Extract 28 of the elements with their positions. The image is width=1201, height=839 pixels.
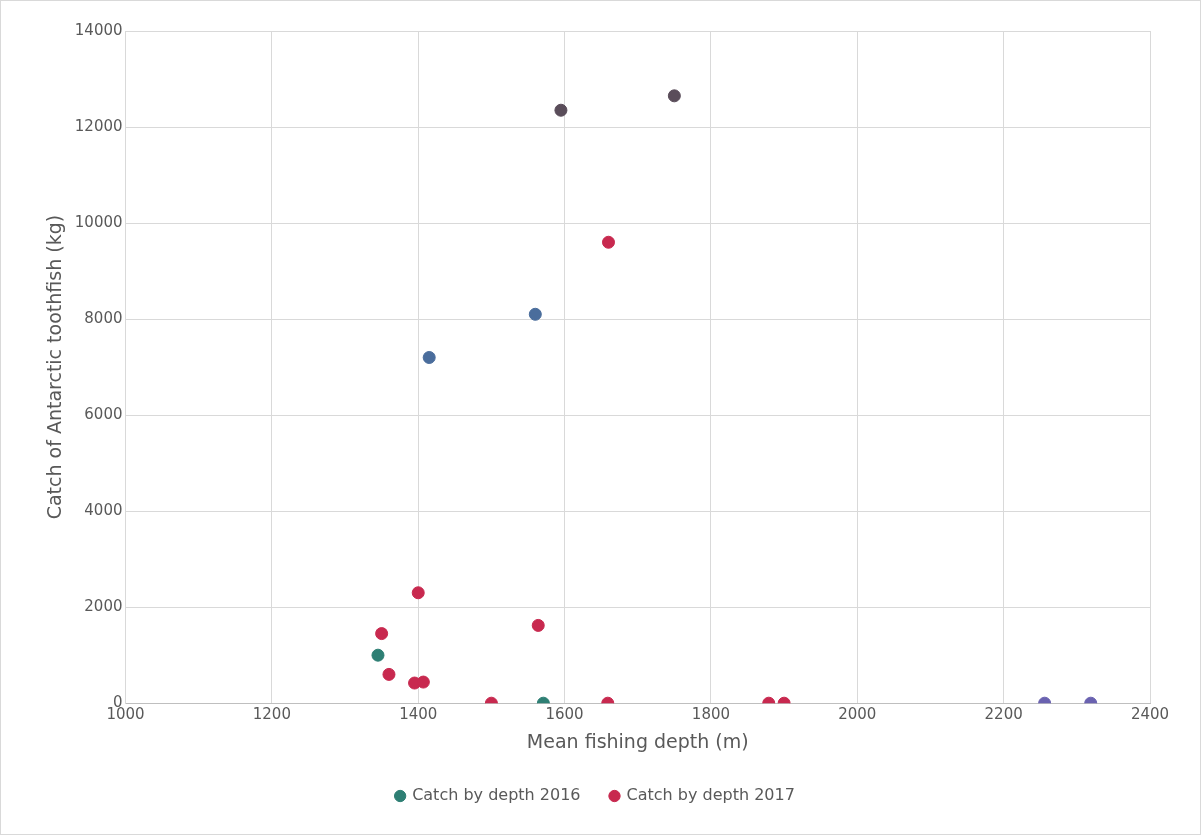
x-tick-label: 1400 (399, 705, 438, 724)
x-tick-label: 2000 (838, 705, 877, 724)
point (667, 89, 681, 103)
x-tick-label: 2200 (984, 705, 1023, 724)
point (528, 307, 542, 321)
point (422, 351, 436, 364)
point (416, 675, 430, 689)
y-tick-label: 4000 (84, 501, 123, 520)
x-axis-title: Mean fishing depth (m) (526, 729, 749, 752)
x-tick-label: 1800 (691, 705, 731, 724)
point (554, 103, 568, 117)
point (411, 586, 425, 600)
point (531, 618, 545, 632)
y-tick-label: 6000 (84, 405, 123, 423)
y-tick-label: 12000 (74, 116, 123, 135)
y-tick-label: 8000 (84, 308, 123, 327)
point (382, 667, 396, 681)
x-tick-label: 1600 (545, 705, 584, 724)
legend-label: Catch by depth 2016 (412, 785, 581, 805)
y-tick-label: 14000 (74, 20, 123, 39)
y-tick-label: 2000 (84, 597, 123, 616)
y-tick-label: 10000 (74, 212, 123, 231)
point (601, 235, 615, 249)
point (371, 648, 385, 662)
legend-label: Catch by depth 2017 (626, 785, 795, 805)
x-tick-label: 2400 (1130, 705, 1170, 724)
y-axis-title: Catch of Antarctic toothfish (kg) (43, 214, 66, 520)
x-tick-label: 1200 (252, 705, 291, 724)
